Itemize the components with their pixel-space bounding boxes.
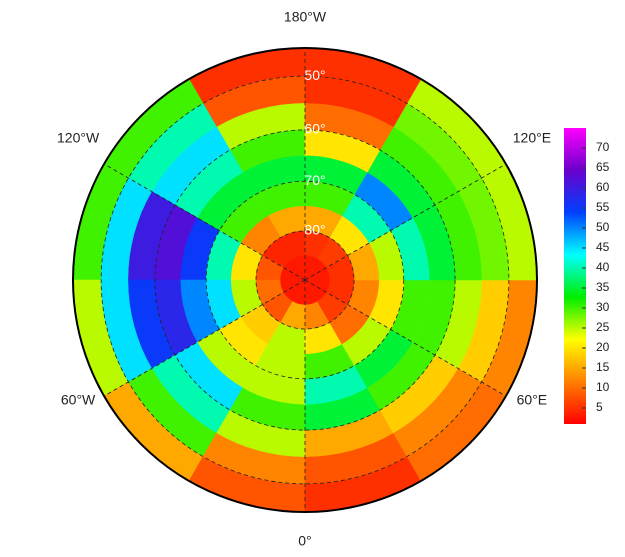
latitude-label: 50° [304,67,325,83]
colorbar-tick-label: 65 [596,160,610,174]
colorbar [564,128,586,424]
meridian-line [103,279,306,397]
colorbar-tick-label: 20 [596,340,610,354]
meridian-line [103,163,306,281]
longitude-label: 60°W [61,392,96,408]
colorbar-tick-label: 15 [596,360,610,374]
colorbar-tick-label: 55 [596,200,610,214]
colorbar-tick-label: 25 [596,320,610,334]
latitude-line [255,230,355,330]
colorbar-tick-label: 45 [596,240,610,254]
longitude-label: 120°W [57,130,100,146]
latitude-label: 70° [304,172,325,188]
map-border [72,47,538,513]
colorbar-tick-label: 40 [596,260,610,274]
longitude-label: 180°W [284,9,327,25]
data-field [73,48,537,512]
longitude-label: 0° [298,533,311,549]
latitude-label: 60° [304,121,325,137]
latitude-line [154,129,456,431]
colorbar-tick-label: 30 [596,300,610,314]
colorbar-tick-label: 5 [596,400,603,414]
overlay: 50° 60° 70° 80° 180°W 120°W 60°W 0° 60°E 120°E 5 10… [57,9,610,549]
colorbar-tick-label: 35 [596,280,610,294]
colorbar-tick-label: 60 [596,180,610,194]
latitude-label: 80° [304,222,325,238]
meridian-line [304,279,507,397]
colorbar-tick-label: 70 [596,140,610,154]
colorbar-tick-label: 50 [596,220,610,234]
meridian-line [304,163,507,281]
colorbar-tick-label: 10 [596,380,610,394]
longitude-label: 60°E [517,392,548,408]
longitude-label: 120°E [513,130,551,146]
